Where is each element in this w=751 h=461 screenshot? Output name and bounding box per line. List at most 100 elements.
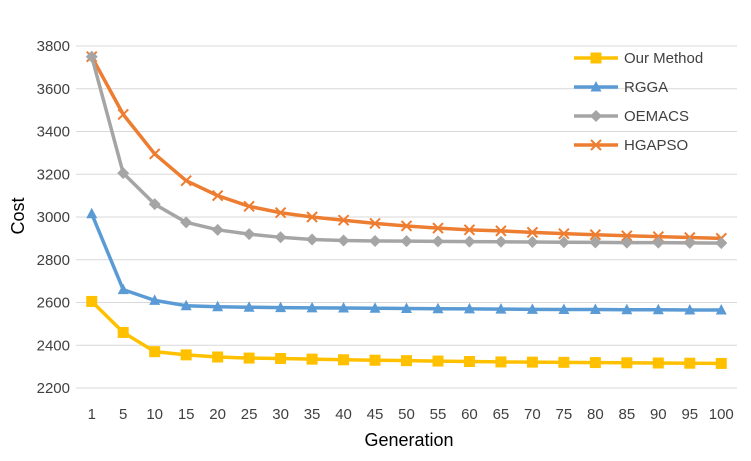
x-tick-label: 20 bbox=[209, 406, 226, 423]
x-tick-label: 80 bbox=[587, 406, 604, 423]
data-point bbox=[621, 303, 633, 315]
y-tick-label: 3200 bbox=[37, 166, 70, 183]
data-point bbox=[117, 167, 130, 180]
x-axis-title: Generation bbox=[364, 430, 453, 450]
data-point bbox=[306, 301, 318, 313]
data-point-stroke bbox=[590, 139, 602, 151]
data-point bbox=[684, 303, 696, 315]
data-point bbox=[526, 303, 538, 314]
x-tick-label: 100 bbox=[709, 406, 734, 423]
y-tick-label: 2200 bbox=[37, 380, 70, 397]
data-point bbox=[590, 110, 602, 122]
y-axis-title: Cost bbox=[8, 197, 28, 234]
legend-label: OEMACS bbox=[624, 108, 689, 125]
legend: Our Method RGGA OEMACS HGAPSO bbox=[574, 50, 703, 154]
data-point bbox=[274, 207, 287, 219]
data-point-stroke bbox=[495, 225, 507, 237]
data-point bbox=[180, 299, 192, 311]
data-point-stroke bbox=[589, 229, 602, 241]
x-tick-label: 55 bbox=[430, 406, 447, 423]
data-point bbox=[243, 200, 255, 213]
data-point bbox=[401, 355, 412, 367]
x-tick-label: 95 bbox=[681, 406, 698, 423]
series-hgapso bbox=[86, 50, 727, 245]
x-tick-label: 5 bbox=[119, 406, 127, 423]
data-point bbox=[117, 283, 129, 295]
data-point-stroke bbox=[306, 211, 318, 223]
data-point bbox=[715, 357, 727, 369]
y-tick-label: 3000 bbox=[37, 209, 70, 226]
data-point bbox=[684, 357, 696, 369]
data-point bbox=[306, 353, 318, 365]
data-point bbox=[338, 302, 350, 313]
data-point bbox=[590, 139, 602, 151]
x-tick-label: 65 bbox=[493, 406, 510, 423]
x-tick-label: 85 bbox=[618, 406, 635, 423]
data-point bbox=[337, 234, 350, 247]
y-tick-label: 2600 bbox=[37, 295, 70, 312]
data-point bbox=[463, 302, 475, 314]
data-point bbox=[275, 353, 287, 365]
legend-label: Our Method bbox=[624, 50, 703, 67]
data-point bbox=[117, 108, 129, 121]
x-tick-label: 30 bbox=[272, 406, 289, 423]
data-point bbox=[590, 52, 602, 64]
data-point bbox=[558, 303, 570, 315]
data-point bbox=[369, 234, 382, 247]
data-point-stroke bbox=[558, 227, 570, 240]
data-point bbox=[243, 301, 255, 312]
data-point bbox=[432, 222, 444, 234]
data-point bbox=[117, 326, 129, 338]
data-point bbox=[590, 81, 602, 92]
data-point bbox=[715, 303, 727, 315]
y-tick-label: 3600 bbox=[37, 81, 70, 98]
data-point-stroke bbox=[432, 222, 444, 234]
data-point bbox=[274, 231, 287, 244]
x-tick-label: 70 bbox=[524, 406, 541, 423]
data-point bbox=[400, 235, 413, 248]
data-point bbox=[306, 211, 318, 223]
x-tick-label: 35 bbox=[304, 406, 321, 423]
data-point bbox=[557, 236, 570, 249]
data-point bbox=[369, 354, 381, 366]
x-tick-label: 15 bbox=[178, 406, 195, 423]
legend-item: OEMACS bbox=[574, 108, 689, 125]
x-tick-label: 1 bbox=[88, 406, 96, 423]
data-point bbox=[494, 235, 507, 248]
data-point bbox=[558, 227, 570, 240]
data-point bbox=[589, 357, 601, 369]
data-point-stroke bbox=[463, 224, 476, 236]
x-tick-label: 40 bbox=[335, 406, 352, 423]
data-point bbox=[180, 174, 192, 187]
legend-item: RGGA bbox=[574, 79, 668, 96]
data-point bbox=[85, 50, 98, 63]
x-tick-label: 60 bbox=[461, 406, 478, 423]
data-point bbox=[148, 148, 161, 160]
data-point bbox=[432, 355, 444, 367]
data-point bbox=[620, 236, 633, 249]
data-point bbox=[212, 300, 224, 312]
data-point bbox=[211, 189, 224, 202]
data-point bbox=[621, 230, 633, 242]
data-point bbox=[180, 349, 192, 361]
data-point bbox=[149, 294, 161, 305]
data-point bbox=[652, 236, 665, 249]
x-tick-label: 10 bbox=[146, 406, 163, 423]
data-point bbox=[369, 302, 381, 313]
x-tick-label: 25 bbox=[241, 406, 258, 423]
legend-label: RGGA bbox=[624, 79, 668, 96]
data-point bbox=[558, 356, 570, 368]
x-tick-label: 90 bbox=[650, 406, 667, 423]
data-point-stroke bbox=[337, 214, 350, 226]
data-point bbox=[683, 236, 696, 249]
series-oemacs bbox=[85, 50, 728, 250]
data-point bbox=[337, 214, 350, 226]
data-point bbox=[652, 303, 664, 315]
data-point bbox=[86, 207, 98, 219]
data-point-stroke bbox=[211, 189, 224, 202]
y-tick-label: 2800 bbox=[37, 252, 70, 269]
y-tick-label: 3800 bbox=[37, 38, 70, 55]
x-tick-label: 75 bbox=[556, 406, 573, 423]
data-point-stroke bbox=[180, 174, 192, 187]
